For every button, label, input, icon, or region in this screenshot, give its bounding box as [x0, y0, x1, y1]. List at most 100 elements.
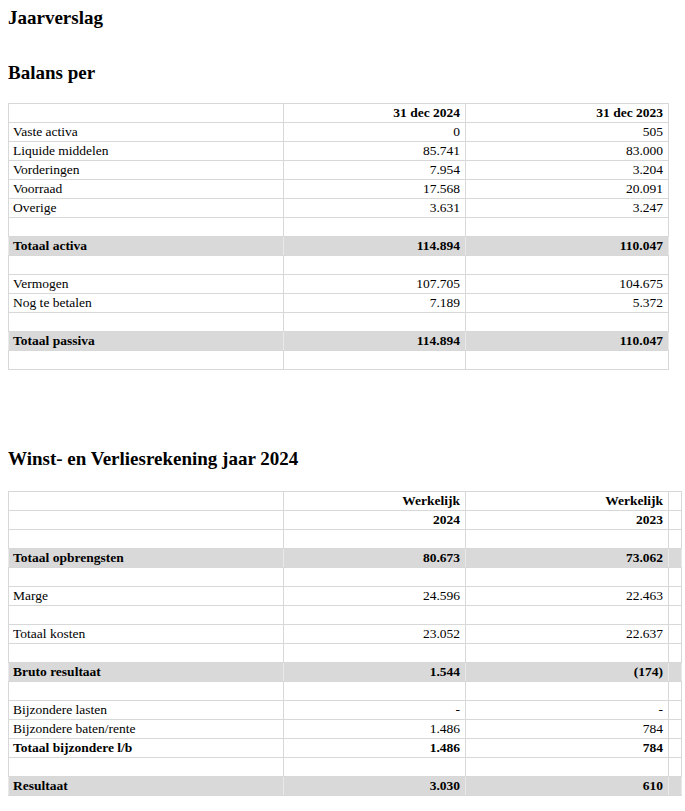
row-label: [9, 606, 284, 625]
table-row-totaal-activa: Totaal activa114.894110.047: [9, 237, 669, 256]
value-2024: 85.741: [284, 142, 466, 161]
row-label: [9, 758, 284, 777]
row-label: [9, 351, 284, 370]
spacer-row: [9, 256, 669, 275]
table-row-totaal-kosten: Totaal kosten23.05222.637: [9, 625, 682, 644]
spacer-row: [9, 218, 669, 237]
wv-header-2023: Werkelijk: [466, 492, 669, 511]
wv-header-row-2: 20242023: [9, 511, 682, 530]
balans-header-2024: 31 dec 2024: [284, 104, 466, 123]
value-2024: 7.954: [284, 161, 466, 180]
pad-cell: [669, 777, 682, 796]
value-2023: [466, 218, 669, 237]
row-label: [9, 568, 284, 587]
value-2023: 110.047: [466, 332, 669, 351]
value-2024: 107.705: [284, 275, 466, 294]
value-2023: (174): [466, 663, 669, 682]
pad-cell: [669, 720, 682, 739]
spacer-row: [9, 644, 682, 663]
row-label: [9, 256, 284, 275]
value-2024: [284, 758, 466, 777]
wv-header-2023: 2023: [466, 511, 669, 530]
wv-header-label-cell: [9, 511, 284, 530]
value-2023: 22.463: [466, 587, 669, 606]
winst-verlies-table-body: Totaal opbrengsten80.67373.062 Marge24.59…: [9, 530, 682, 796]
winst-verlies-table-head: WerkelijkWerkelijk20242023: [9, 492, 682, 530]
value-2023: 3.247: [466, 199, 669, 218]
wv-header-2024: Werkelijk: [284, 492, 466, 511]
value-2024: [284, 568, 466, 587]
pad-cell: [669, 511, 682, 530]
wv-header-2024: 2024: [284, 511, 466, 530]
row-label: Voorraad: [9, 180, 284, 199]
value-2023: [466, 644, 669, 663]
row-label: Totaal opbrengsten: [9, 549, 284, 568]
table-row-totaal-opbrengsten: Totaal opbrengsten80.67373.062: [9, 549, 682, 568]
value-2023: [466, 313, 669, 332]
value-2024: 1.544: [284, 663, 466, 682]
value-2024: 114.894: [284, 237, 466, 256]
value-2023: 20.091: [466, 180, 669, 199]
value-2024: 1.486: [284, 720, 466, 739]
report-title: Jaarverslag: [8, 0, 685, 29]
table-row-nog-te-betalen: Nog te betalen7.1895.372: [9, 294, 669, 313]
pad-cell: [669, 587, 682, 606]
table-row-vorderingen: Vorderingen7.9543.204: [9, 161, 669, 180]
wv-header-label-cell: [9, 492, 284, 511]
row-label: Marge: [9, 587, 284, 606]
pad-cell: [669, 758, 682, 777]
row-label: [9, 218, 284, 237]
balans-header-2023: 31 dec 2023: [466, 104, 669, 123]
spacer-row: [9, 682, 682, 701]
value-2023: 73.062: [466, 549, 669, 568]
row-label: Bruto resultaat: [9, 663, 284, 682]
row-label: Bijzondere baten/rente: [9, 720, 284, 739]
row-label: Overige: [9, 199, 284, 218]
value-2024: 17.568: [284, 180, 466, 199]
row-label: Vaste activa: [9, 123, 284, 142]
spacer-row: [9, 313, 669, 332]
row-label: Totaal passiva: [9, 332, 284, 351]
value-2024: 3.631: [284, 199, 466, 218]
value-2024: 3.030: [284, 777, 466, 796]
spacer-row: [9, 568, 682, 587]
row-label: Resultaat: [9, 777, 284, 796]
value-2023: 784: [466, 739, 669, 758]
row-label: Bijzondere lasten: [9, 701, 284, 720]
value-2023: [466, 606, 669, 625]
value-2024: [284, 682, 466, 701]
pad-cell: [669, 530, 682, 549]
value-2023: -: [466, 701, 669, 720]
value-2024: 80.673: [284, 549, 466, 568]
pad-cell: [669, 739, 682, 758]
value-2023: [466, 682, 669, 701]
value-2024: [284, 530, 466, 549]
balans-table-body: Vaste activa0505Liquide middelen85.74183…: [9, 123, 669, 370]
value-2023: 83.000: [466, 142, 669, 161]
value-2023: 3.204: [466, 161, 669, 180]
value-2024: [284, 644, 466, 663]
value-2024: 7.189: [284, 294, 466, 313]
row-label: Totaal activa: [9, 237, 284, 256]
pad-cell: [669, 701, 682, 720]
table-row-bijzondere-lasten: Bijzondere lasten--: [9, 701, 682, 720]
row-label: Totaal bijzondere l/b: [9, 739, 284, 758]
table-row-vaste-activa: Vaste activa0505: [9, 123, 669, 142]
balans-table: 31 dec 2024 31 dec 2023 Vaste activa0505…: [8, 103, 669, 370]
value-2023: 610: [466, 777, 669, 796]
pad-cell: [669, 644, 682, 663]
row-label: [9, 313, 284, 332]
value-2024: [284, 351, 466, 370]
pad-cell: [669, 682, 682, 701]
row-label: [9, 682, 284, 701]
value-2023: 505: [466, 123, 669, 142]
table-row-marge: Marge24.59622.463: [9, 587, 682, 606]
spacer-row: [9, 758, 682, 777]
table-row-totaal-bijzondere-l-b: Totaal bijzondere l/b1.486784: [9, 739, 682, 758]
row-label: Nog te betalen: [9, 294, 284, 313]
spacer-row: [9, 351, 669, 370]
table-row-bijzondere-baten-rente: Bijzondere baten/rente1.486784: [9, 720, 682, 739]
value-2023: [466, 758, 669, 777]
balans-header-row: 31 dec 2024 31 dec 2023: [9, 104, 669, 123]
value-2023: [466, 530, 669, 549]
